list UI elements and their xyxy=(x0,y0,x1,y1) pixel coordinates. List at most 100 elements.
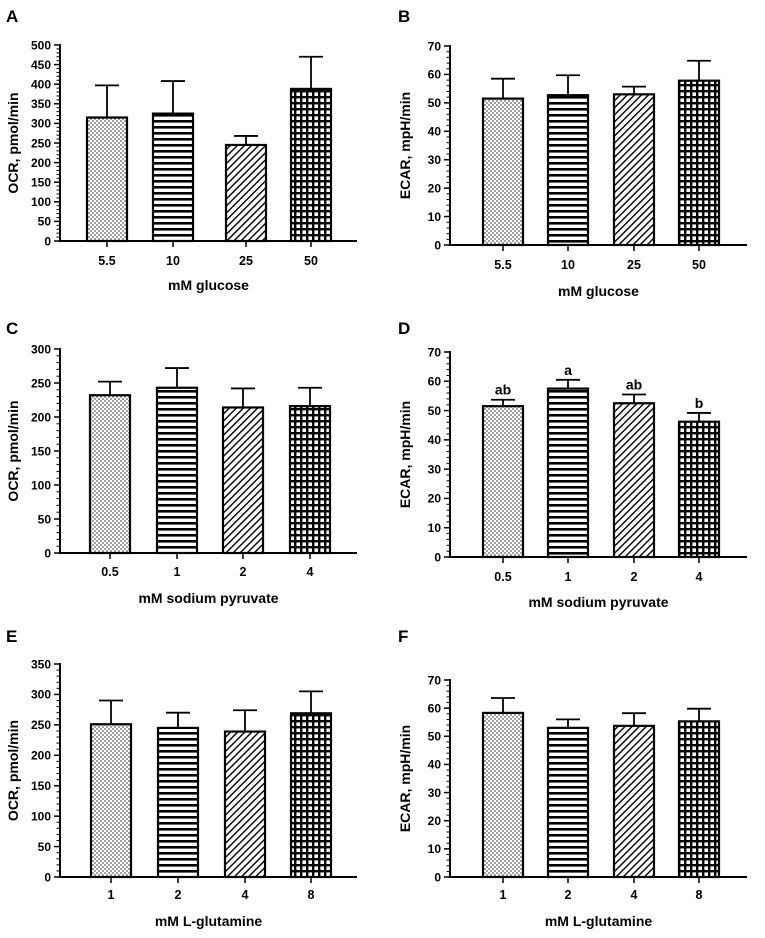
bar xyxy=(223,730,267,879)
x-tick-label: 0.5 xyxy=(101,565,118,579)
panel-letter: D xyxy=(398,319,410,338)
chart-panel-f: F 0 10 20 30 40 50 60 70 ECAR, mpH/min mM L-glutam… xyxy=(397,627,747,929)
chart-panel-a: A 0 50 100 150 200 250 300 350 400 450 500 OCR, pmol… xyxy=(5,7,357,293)
bar xyxy=(221,406,265,555)
y-axis-title: ECAR, mpH/min xyxy=(397,401,413,508)
y-tick-label: 350 xyxy=(31,657,51,671)
y-tick-label: 100 xyxy=(31,809,51,823)
panel-letter: F xyxy=(398,627,408,646)
y-tick-label: 500 xyxy=(31,38,51,52)
y-tick-label: 10 xyxy=(428,842,442,856)
bar xyxy=(546,726,590,879)
x-tick-label: 2 xyxy=(175,888,182,902)
x-tick-label: 5.5 xyxy=(98,254,115,268)
y-tick-label: 70 xyxy=(428,345,442,359)
x-tick-label: 4 xyxy=(242,888,249,902)
bar xyxy=(85,116,129,243)
y-tick-label: 150 xyxy=(31,176,51,190)
bar xyxy=(481,97,525,247)
y-tick-label: 150 xyxy=(31,779,51,793)
y-tick-label: 50 xyxy=(428,730,442,744)
x-tick-label: 2 xyxy=(631,570,638,584)
bar xyxy=(289,712,333,879)
y-tick-label: 300 xyxy=(31,688,51,702)
y-tick-label: 0 xyxy=(434,238,441,252)
y-tick-label: 250 xyxy=(31,376,51,390)
x-tick-label: 0.5 xyxy=(494,570,511,584)
bar xyxy=(677,79,721,247)
y-tick-label: 0 xyxy=(434,550,441,564)
y-tick-label: 300 xyxy=(31,117,51,131)
y-tick-label: 30 xyxy=(428,786,442,800)
bar xyxy=(677,720,721,879)
y-tick-label: 20 xyxy=(428,814,442,828)
x-tick-label: 4 xyxy=(307,565,314,579)
significance-label: ab xyxy=(626,376,642,392)
x-tick-label: 10 xyxy=(561,258,575,272)
x-tick-label: 4 xyxy=(631,888,638,902)
y-tick-label: 60 xyxy=(428,68,442,82)
bar xyxy=(88,394,132,555)
bar xyxy=(481,711,525,879)
x-tick-label: 25 xyxy=(239,254,253,268)
x-tick-label: 10 xyxy=(166,254,180,268)
bar xyxy=(156,726,200,879)
y-tick-label: 20 xyxy=(428,181,442,195)
significance-label: b xyxy=(695,395,704,411)
y-tick-label: 30 xyxy=(428,153,442,167)
x-axis-title: mM glucose xyxy=(168,277,249,293)
bar xyxy=(289,87,333,243)
y-tick-label: 60 xyxy=(428,375,442,389)
bar xyxy=(612,724,656,879)
y-tick-label: 20 xyxy=(428,492,442,506)
x-axis-title: mM L-glutamine xyxy=(155,913,263,929)
y-tick-label: 150 xyxy=(31,444,51,458)
y-tick-label: 200 xyxy=(31,410,51,424)
x-tick-label: 5.5 xyxy=(494,258,511,272)
y-tick-label: 100 xyxy=(31,478,51,492)
y-tick-label: 0 xyxy=(44,870,51,884)
y-tick-label: 60 xyxy=(428,701,442,715)
x-tick-label: 4 xyxy=(696,570,703,584)
y-tick-label: 0 xyxy=(44,546,51,560)
bar xyxy=(288,405,332,555)
chart-panel-b: B 0 10 20 30 40 50 60 70 ECAR, mpH/min mM glucose 5… xyxy=(397,7,747,299)
chart-panel-c: C 0 50 100 150 200 250 300 OCR, pmol/min mM sodiu… xyxy=(5,319,357,606)
y-tick-label: 10 xyxy=(428,210,442,224)
y-axis-title: OCR, pmol/min xyxy=(5,400,21,501)
y-tick-label: 450 xyxy=(31,58,51,72)
y-tick-label: 350 xyxy=(31,97,51,111)
x-axis-title: mM sodium pyruvate xyxy=(138,590,278,606)
x-axis-title: mM sodium pyruvate xyxy=(528,594,668,610)
y-tick-label: 70 xyxy=(428,39,442,53)
x-tick-label: 1 xyxy=(174,565,181,579)
x-axis-title: mM L-glutamine xyxy=(545,913,653,929)
y-tick-label: 250 xyxy=(31,718,51,732)
panel-letter: B xyxy=(398,7,410,26)
y-tick-label: 40 xyxy=(428,125,442,139)
x-tick-label: 2 xyxy=(565,888,572,902)
bar xyxy=(677,420,721,559)
y-tick-label: 400 xyxy=(31,78,51,92)
x-tick-label: 50 xyxy=(692,258,706,272)
y-tick-label: 50 xyxy=(38,215,52,229)
y-tick-label: 200 xyxy=(31,749,51,763)
panel-letter: E xyxy=(6,627,17,646)
panel-letter: C xyxy=(6,319,18,338)
x-tick-label: 50 xyxy=(304,254,318,268)
x-tick-label: 8 xyxy=(696,888,703,902)
bar xyxy=(151,112,195,243)
y-tick-label: 50 xyxy=(38,840,52,854)
x-tick-label: 25 xyxy=(627,258,641,272)
y-tick-label: 40 xyxy=(428,758,442,772)
x-tick-label: 1 xyxy=(565,570,572,584)
x-tick-label: 8 xyxy=(308,888,315,902)
y-axis-title: OCR, pmol/min xyxy=(5,720,21,821)
bar xyxy=(546,387,590,559)
y-tick-label: 250 xyxy=(31,136,51,150)
y-tick-label: 300 xyxy=(31,342,51,356)
bar xyxy=(612,402,656,559)
y-tick-label: 200 xyxy=(31,156,51,170)
y-tick-label: 40 xyxy=(428,433,442,447)
